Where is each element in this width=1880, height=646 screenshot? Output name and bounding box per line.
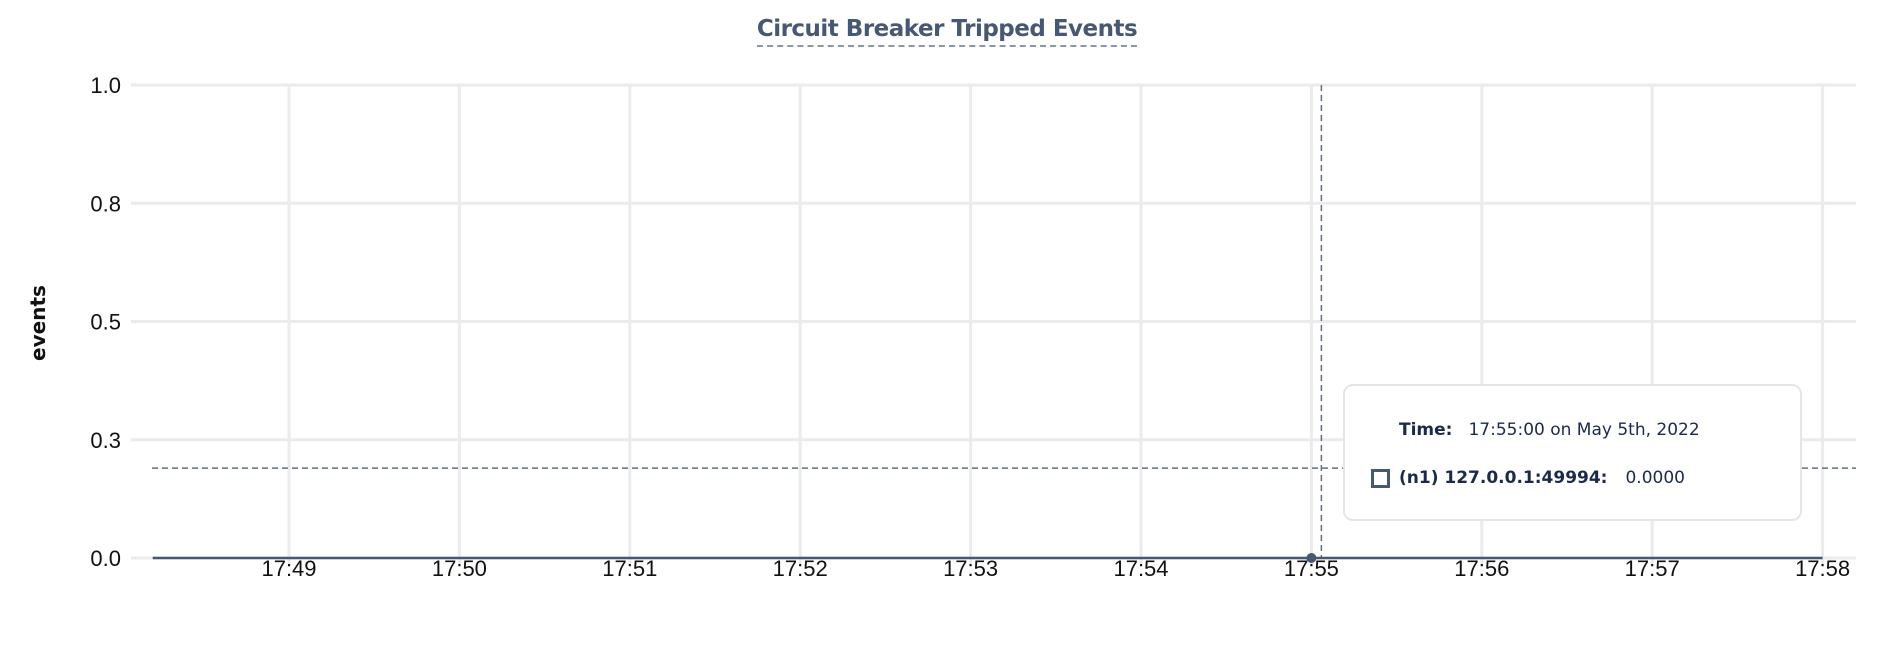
tooltip: Time: 17:55:00 on May 5th, 2022 (n1) 127.…	[1343, 384, 1802, 521]
x-tick-label: 17:54	[1113, 556, 1168, 581]
x-tick-label: 17:50	[432, 556, 487, 581]
y-tick-label: 0.3	[90, 428, 121, 453]
tooltip-time: Time: 17:55:00 on May 5th, 2022	[1399, 420, 1700, 440]
x-tick-label: 17:58	[1795, 556, 1850, 581]
y-axis-label: events	[26, 285, 50, 361]
tooltip-series-label: (n1) 127.0.0.1:49994:	[1399, 468, 1608, 488]
chart-title-wrap: Circuit Breaker Tripped Events	[0, 16, 1880, 47]
tooltip-series: (n1) 127.0.0.1:49994: 0.0000	[1371, 468, 1685, 488]
y-tick-label: 0.0	[90, 546, 121, 571]
tooltip-time-value: 17:55:00 on May 5th, 2022	[1468, 420, 1700, 440]
x-tick-label: 17:56	[1454, 556, 1509, 581]
x-tick-label: 17:49	[261, 556, 316, 581]
tooltip-series-value: 0.0000	[1625, 468, 1685, 488]
y-tick-label: 0.5	[90, 310, 121, 335]
x-tick-label: 17:53	[943, 556, 998, 581]
y-tick-label: 0.8	[90, 191, 121, 216]
x-tick-label: 17:51	[602, 556, 657, 581]
x-tick-label: 17:52	[773, 556, 828, 581]
chart-title[interactable]: Circuit Breaker Tripped Events	[756, 16, 1138, 47]
tooltip-time-label: Time:	[1399, 420, 1453, 440]
y-tick-label: 1.0	[90, 73, 121, 98]
x-tick-label: 17:57	[1625, 556, 1680, 581]
series-swatch-icon	[1371, 468, 1390, 488]
hover-point	[1306, 553, 1317, 563]
